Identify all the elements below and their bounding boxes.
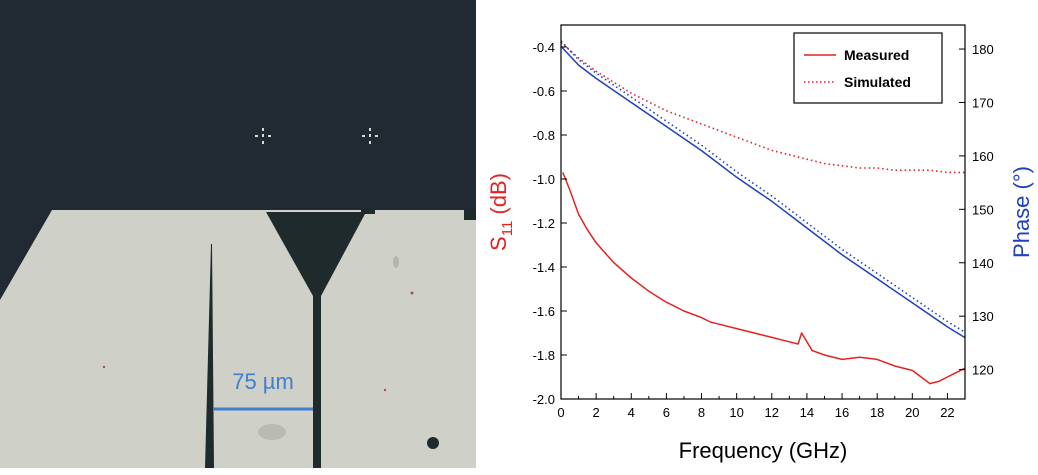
scale-label: 75 µm bbox=[232, 369, 294, 394]
legend: Measured Simulated bbox=[793, 32, 943, 104]
edge-notch bbox=[464, 210, 476, 220]
smudge bbox=[393, 256, 399, 268]
x-tick-label: 18 bbox=[870, 405, 884, 420]
series-simulated-phase bbox=[560, 40, 966, 333]
x-tick-label: 4 bbox=[628, 405, 635, 420]
particle bbox=[383, 388, 387, 392]
ground-slot-line bbox=[205, 244, 214, 468]
metal-substrate bbox=[0, 210, 476, 468]
left-axis-title-unit: (dB) bbox=[486, 173, 511, 215]
left-tick-label: -1.0 bbox=[533, 172, 555, 187]
left-axis-title-subscript: 11 bbox=[499, 221, 516, 237]
s11-phase-chart: 0 2 4 6 8 10 12 14 16 18 20 22 -0.4 -0.6 -0.8 -1.0 -1.2… bbox=[476, 0, 1038, 475]
triangular-probe-trace bbox=[266, 212, 366, 468]
particle bbox=[410, 291, 414, 295]
left-tick-label: -0.6 bbox=[533, 84, 555, 99]
micrograph-panel: 75 µm bbox=[0, 0, 476, 468]
right-tick-label: 160 bbox=[972, 149, 994, 164]
right-axis-title: Phase (°) bbox=[1009, 166, 1034, 258]
x-axis-title: Frequency (GHz) bbox=[679, 438, 848, 463]
alignment-mark-right bbox=[362, 128, 378, 144]
plot-frame bbox=[560, 24, 966, 400]
particle bbox=[102, 365, 106, 369]
particle bbox=[427, 437, 439, 449]
left-axis-ticks: -0.4 -0.6 -0.8 -1.0 -1.2 -1.4 -1.6 -1.8 -2.0 bbox=[533, 40, 567, 407]
legend-label-simulated: Simulated bbox=[844, 74, 911, 90]
x-tick-label: 16 bbox=[835, 405, 849, 420]
x-tick-label: 22 bbox=[940, 405, 954, 420]
series-measured-phase bbox=[560, 45, 966, 339]
series-measured bbox=[562, 172, 966, 385]
right-tick-label: 170 bbox=[972, 95, 994, 110]
right-tick-label: 120 bbox=[972, 363, 994, 378]
left-axis-title-main: S bbox=[486, 236, 511, 251]
left-tick-label: -0.4 bbox=[533, 40, 555, 55]
x-axis-ticks: 0 2 4 6 8 10 12 14 16 18 20 22 bbox=[557, 393, 966, 420]
x-tick-label: 10 bbox=[729, 405, 743, 420]
right-axis-ticks: 180 170 160 150 140 130 120 bbox=[959, 42, 994, 378]
x-tick-label: 0 bbox=[557, 405, 564, 420]
right-tick-label: 130 bbox=[972, 309, 994, 324]
x-tick-label: 14 bbox=[800, 405, 814, 420]
x-tick-label: 8 bbox=[698, 405, 705, 420]
right-tick-label: 140 bbox=[972, 256, 994, 271]
x-tick-label: 12 bbox=[765, 405, 779, 420]
legend-label-measured: Measured bbox=[844, 47, 909, 63]
micrograph-image: 75 µm bbox=[0, 0, 476, 468]
alignment-mark-left bbox=[255, 128, 271, 144]
left-axis-title: S11 (dB) bbox=[486, 173, 516, 251]
x-tick-label: 6 bbox=[663, 405, 670, 420]
legend-box bbox=[793, 32, 943, 104]
left-tick-label: -1.6 bbox=[533, 304, 555, 319]
left-tick-label: -1.2 bbox=[533, 216, 555, 231]
right-tick-label: 150 bbox=[972, 202, 994, 217]
right-tick-label: 180 bbox=[972, 42, 994, 57]
plot-lines bbox=[560, 40, 966, 385]
x-tick-label: 20 bbox=[905, 405, 919, 420]
left-tick-label: -1.8 bbox=[533, 348, 555, 363]
smudge bbox=[258, 424, 286, 440]
chart-canvas: 0 2 4 6 8 10 12 14 16 18 20 22 -0.4 -0.6 -0.8 -1.0 -1.2… bbox=[486, 24, 1034, 463]
left-tick-label: -2.0 bbox=[533, 392, 555, 407]
x-tick-label: 2 bbox=[593, 405, 600, 420]
left-tick-label: -1.4 bbox=[533, 260, 555, 275]
notch bbox=[361, 208, 375, 214]
left-tick-label: -0.8 bbox=[533, 128, 555, 143]
